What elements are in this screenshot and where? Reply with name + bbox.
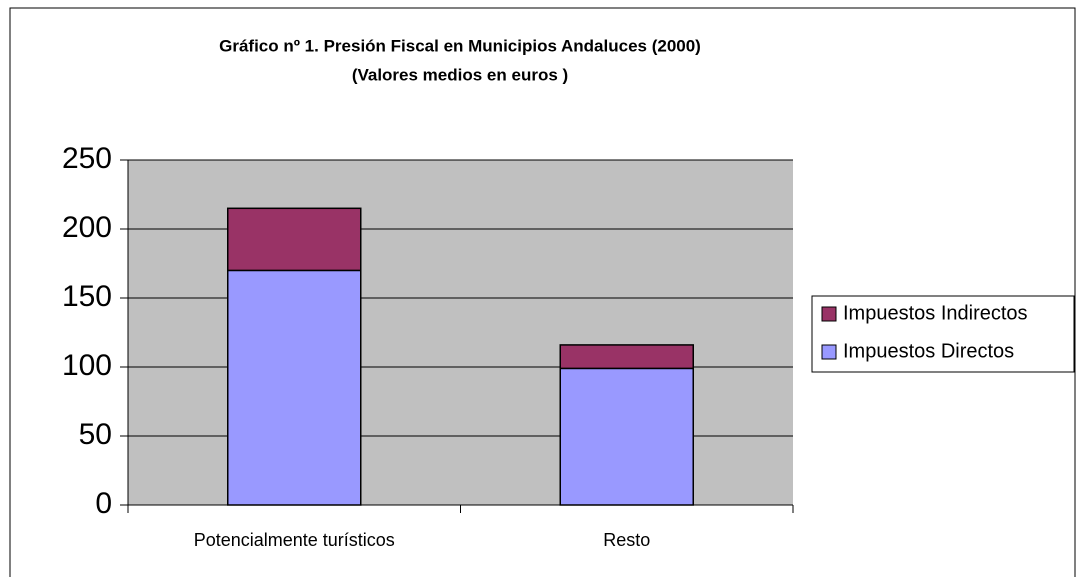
legend-swatch [821,306,837,322]
x-tick-label: Resto [603,530,650,550]
bar-segment [559,344,694,370]
x-tick-label: Potencialmente turísticos [194,530,395,550]
legend-box [811,295,1075,373]
y-tick-label: 250 [62,142,112,175]
y-tick-label: 50 [79,418,112,451]
y-tick-label: 0 [95,487,112,520]
y-tick-label: 100 [62,349,112,382]
y-tick-label: 150 [62,280,112,313]
bar-segment [227,207,362,272]
chart-title: Gráfico nº 1. Presión Fiscal en Municipi… [219,36,701,55]
legend-label: Impuestos Directos [843,340,1014,362]
y-tick-label: 200 [62,211,112,244]
chart-subtitle: (Valores medios en euros ) [352,65,568,84]
bar-segment [559,367,694,506]
legend-label: Impuestos Indirectos [843,302,1028,324]
bar-segment [227,269,362,506]
legend-swatch [821,344,837,360]
